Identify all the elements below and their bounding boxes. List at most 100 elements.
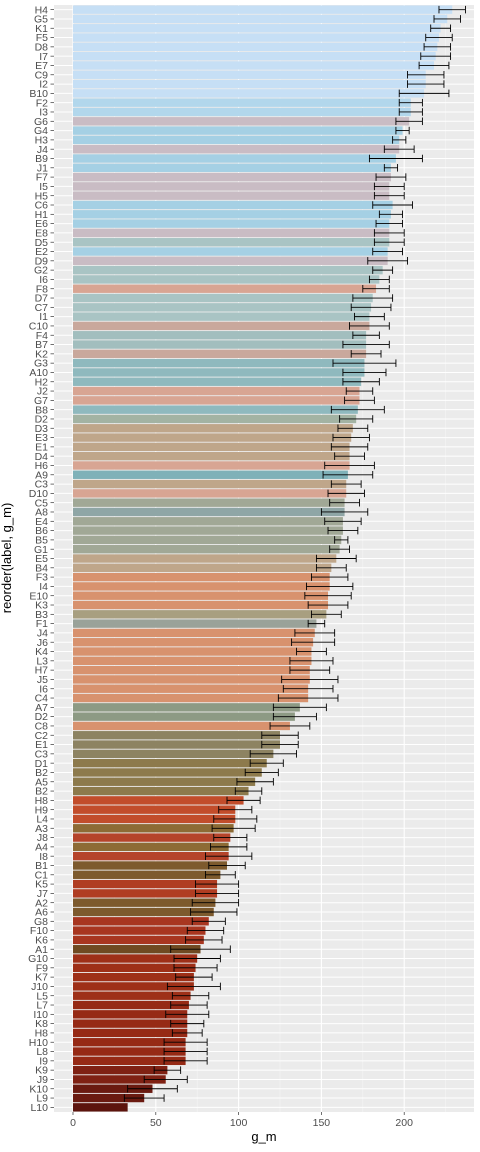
bar — [73, 126, 403, 135]
bar — [73, 777, 256, 786]
y-tick-label: E1 — [35, 441, 48, 453]
y-tick-label: D4 — [35, 451, 49, 463]
y-tick-label: I4 — [39, 581, 48, 593]
y-tick-label: B1 — [35, 860, 48, 872]
y-tick-label: H4 — [35, 4, 49, 16]
x-axis-title: g_m — [251, 1129, 276, 1144]
y-tick-label: F1 — [36, 618, 48, 630]
y-tick-label: K7 — [35, 972, 48, 984]
bar — [73, 554, 337, 563]
y-tick-label: J4 — [37, 628, 48, 640]
y-tick-label: B8 — [35, 404, 48, 416]
y-tick-label: F2 — [36, 97, 48, 109]
y-tick-label: F8 — [36, 283, 48, 295]
y-tick-label: I1 — [39, 311, 48, 323]
bar — [73, 517, 343, 526]
bar — [73, 665, 310, 675]
y-tick-label: H10 — [29, 1037, 48, 1049]
y-tick-label: A5 — [35, 776, 48, 788]
x-tick-label: 200 — [395, 1117, 413, 1129]
bar — [73, 358, 365, 368]
y-tick-label: E2 — [35, 246, 48, 258]
bar — [73, 275, 380, 284]
y-tick-label: D1 — [35, 758, 49, 770]
bar — [73, 210, 391, 219]
bar — [73, 424, 353, 433]
bar — [73, 24, 441, 33]
y-tick-label: J1 — [37, 162, 48, 174]
y-tick-label: B4 — [35, 562, 48, 574]
bar — [73, 851, 229, 861]
y-tick-label: L7 — [36, 1000, 48, 1012]
y-tick-label: G5 — [34, 14, 48, 26]
bar — [73, 228, 390, 238]
bar — [73, 172, 391, 182]
y-tick-label: L8 — [36, 1046, 48, 1058]
bar — [73, 117, 410, 126]
y-tick-label: B9 — [35, 153, 48, 165]
bar — [73, 1056, 186, 1066]
bar — [73, 656, 312, 666]
y-tick-label: A3 — [35, 823, 48, 835]
y-tick-label: H5 — [35, 190, 49, 202]
x-tick-label: 50 — [150, 1117, 162, 1129]
bar — [73, 796, 244, 805]
y-tick-label: J8 — [37, 832, 48, 844]
y-tick-label: F10 — [30, 925, 48, 937]
bar — [73, 396, 360, 405]
y-tick-label: K4 — [35, 646, 48, 658]
y-tick-label: C6 — [35, 200, 49, 212]
bar — [73, 945, 201, 954]
y-tick-label: C4 — [35, 693, 49, 705]
y-tick-label: C9 — [35, 69, 49, 81]
y-tick-label: J7 — [37, 888, 48, 900]
y-tick-label: C7 — [35, 302, 49, 314]
bar — [73, 256, 388, 266]
bar — [73, 675, 310, 684]
bar — [73, 740, 280, 749]
bar — [73, 879, 218, 889]
bar — [73, 805, 236, 814]
y-tick-label: A4 — [35, 841, 48, 853]
y-tick-label: G4 — [34, 125, 48, 137]
bar — [73, 442, 350, 452]
y-tick-label: K3 — [35, 600, 48, 612]
bar — [73, 461, 350, 470]
bar — [73, 582, 330, 591]
bar — [73, 470, 348, 479]
y-tick-label: E7 — [35, 60, 48, 72]
y-tick-label: A8 — [35, 507, 48, 519]
y-tick-label: D2 — [35, 711, 49, 723]
y-tick-label: I8 — [39, 851, 48, 863]
y-tick-label: A6 — [35, 907, 48, 919]
bar — [73, 824, 234, 833]
bar — [73, 768, 262, 777]
y-tick-label: L5 — [36, 990, 48, 1002]
y-tick-label: F7 — [36, 172, 48, 184]
y-tick-label: A10 — [29, 367, 48, 379]
bar — [73, 526, 343, 535]
bar — [73, 703, 300, 712]
y-tick-label: I9 — [39, 1055, 48, 1067]
y-tick-label: H7 — [35, 665, 49, 677]
bar — [73, 712, 295, 721]
bar — [73, 89, 425, 98]
bar — [73, 312, 370, 321]
y-tick-label: G3 — [34, 358, 48, 370]
bar — [73, 293, 373, 303]
y-tick-label: G6 — [34, 116, 48, 128]
bar — [73, 721, 290, 731]
bar — [73, 321, 370, 331]
bar — [73, 814, 236, 824]
bar — [73, 1010, 188, 1019]
bar — [73, 349, 367, 359]
y-tick-label: D8 — [35, 41, 49, 53]
y-tick-label: K2 — [35, 348, 48, 360]
y-tick-label: K9 — [35, 1065, 48, 1077]
bar — [73, 610, 327, 619]
y-tick-label: I5 — [39, 181, 48, 193]
y-tick-label: C5 — [35, 497, 49, 509]
bar — [73, 917, 209, 926]
bar — [73, 433, 352, 442]
y-tick-label: E1 — [35, 739, 48, 751]
